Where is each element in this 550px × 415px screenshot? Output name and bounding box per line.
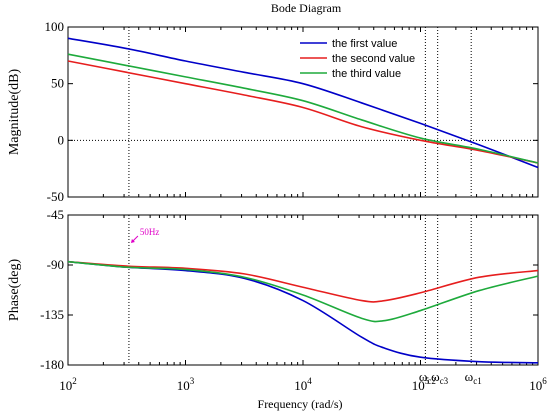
x-tick-label: 104 (294, 376, 312, 393)
magnitude-y-tick-label: 0 (58, 132, 65, 147)
phase-series-second (67, 260, 539, 303)
x-tick-label: 106 (529, 376, 547, 393)
annotation-arrowhead (130, 239, 135, 243)
x-axis-label: Frequency (rad/s) (258, 397, 343, 411)
x-tick-label: 103 (177, 376, 195, 393)
grid-layer (68, 27, 538, 365)
x-tick-label: 102 (59, 376, 77, 393)
chart-title: Bode Diagram (271, 1, 342, 15)
legend-label-third: the third value (332, 68, 401, 80)
x-tick-label: 105 (412, 376, 430, 393)
phase-y-tick-label: -45 (47, 207, 64, 222)
crossover-label: ωc1 (465, 369, 482, 386)
annotation-50hz: 50Hz (140, 227, 160, 237)
series-layer (67, 37, 539, 364)
phase-axis-label: Phase(deg) (7, 259, 22, 322)
magnitude-series-first (67, 37, 539, 169)
phase-y-tick-label: -135 (40, 307, 64, 322)
phase-plot-area (67, 214, 539, 366)
crossover-label: ωc3 (431, 369, 449, 386)
phase-series-third (67, 260, 539, 323)
phase-y-tick-label: -90 (47, 257, 64, 272)
magnitude-series-second (67, 60, 539, 164)
legend-label-first: the first value (332, 38, 397, 50)
crossover-label: ωc2 (419, 369, 436, 386)
magnitude-y-tick-label: 50 (51, 76, 64, 91)
magnitude-series-third (67, 53, 539, 164)
tick-layer: 102 103 104 105 106 -50 0 50 100 -45 -90 -135 -180 (40, 19, 547, 393)
legend-label-second: the second value (332, 53, 415, 65)
magnitude-axis-label: Magnitude(dB) (7, 69, 22, 156)
magnitude-y-tick-label: 100 (45, 19, 65, 34)
magnitude-plot-area (67, 26, 539, 198)
phase-y-tick-label: -180 (40, 357, 64, 372)
magnitude-y-tick-label: -50 (47, 189, 64, 204)
legend: the first value the second value the third… (300, 38, 415, 80)
